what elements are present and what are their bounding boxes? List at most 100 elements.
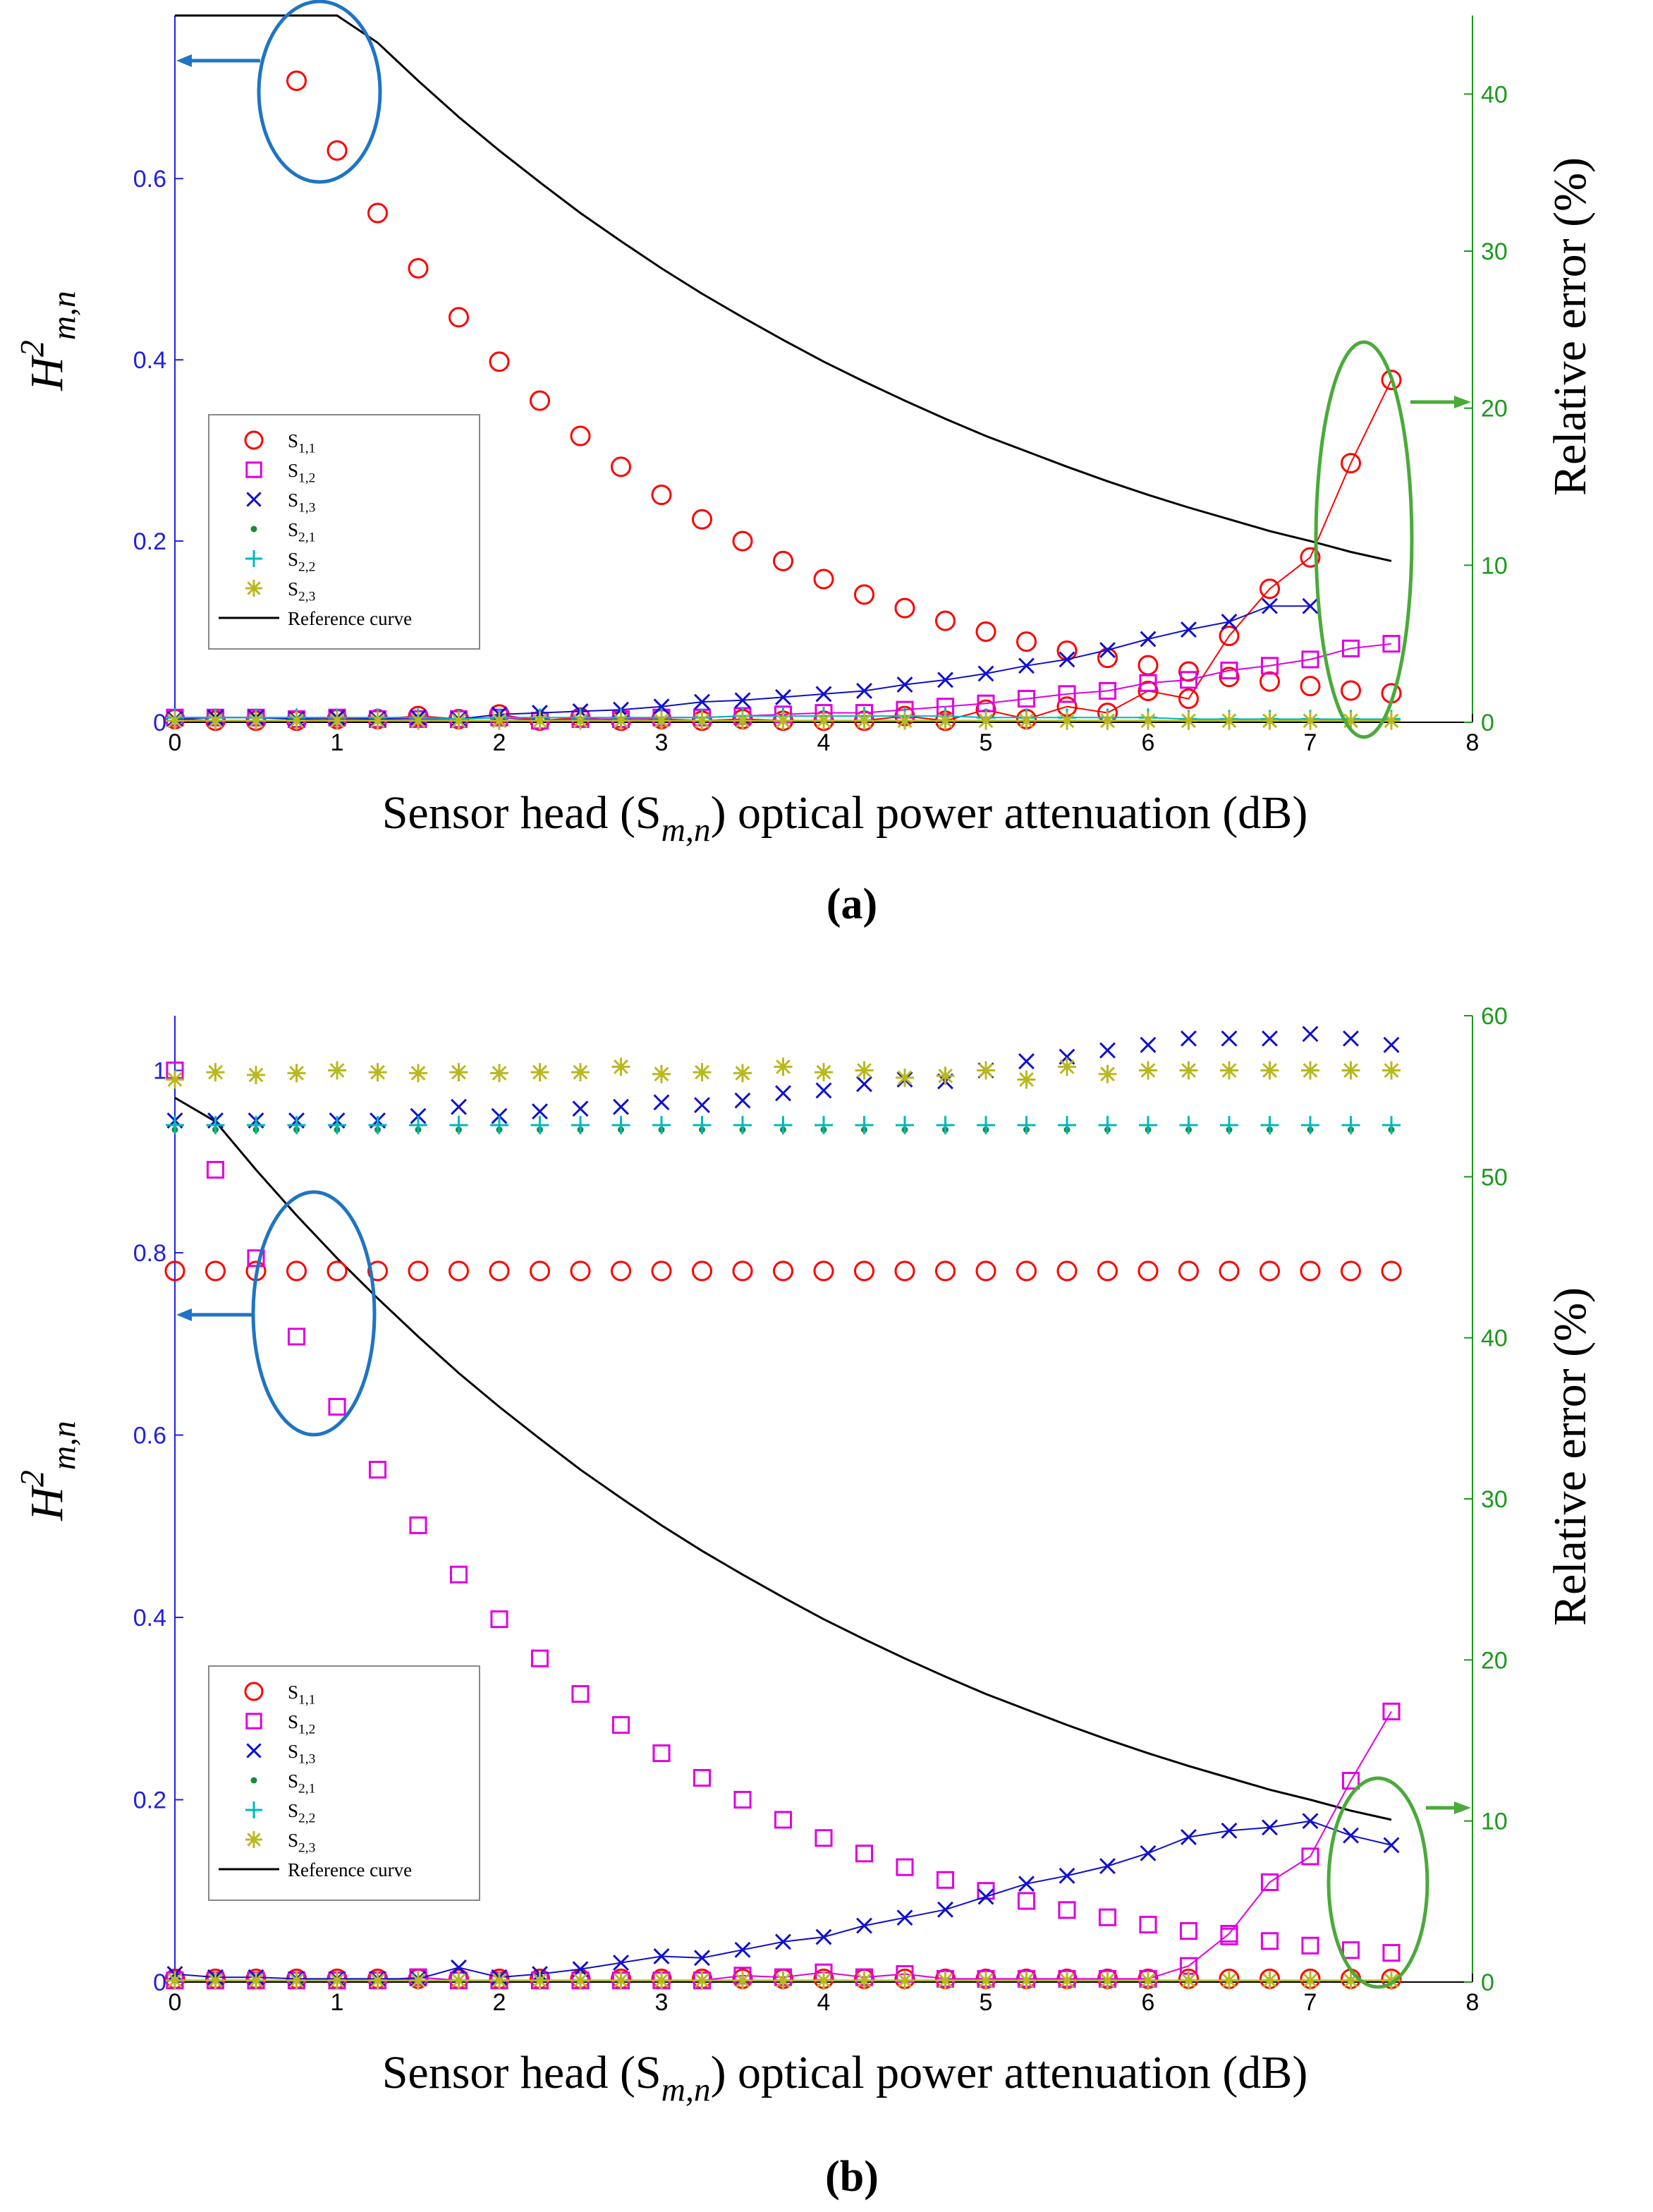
data-point bbox=[1301, 1116, 1319, 1135]
data-point bbox=[205, 1260, 226, 1282]
data-point bbox=[1179, 1971, 1198, 1990]
data-point bbox=[977, 1116, 995, 1135]
y-right-tick-label: 60 bbox=[1481, 1003, 1508, 1030]
data-point bbox=[856, 683, 872, 699]
data-point bbox=[977, 711, 995, 730]
series-s-2-3- bbox=[166, 1057, 1401, 1089]
data-point bbox=[894, 1260, 915, 1282]
data-point bbox=[1382, 1061, 1401, 1080]
y-left-tick-label: 0.4 bbox=[133, 347, 166, 374]
data-point bbox=[490, 1064, 508, 1083]
data-point bbox=[975, 621, 996, 643]
data-point bbox=[894, 597, 915, 619]
legend-marker bbox=[245, 1831, 262, 1848]
data-point bbox=[653, 698, 670, 715]
y-left-tick-label: 0.4 bbox=[133, 1605, 166, 1631]
series-s-1-1- bbox=[164, 1260, 1402, 1282]
data-point bbox=[287, 1116, 306, 1135]
data-point bbox=[1016, 631, 1037, 652]
x-tick-label: 4 bbox=[817, 729, 831, 756]
legend-marker bbox=[245, 1713, 262, 1730]
data-point bbox=[1221, 614, 1238, 630]
y-right-tick-label: 20 bbox=[1481, 396, 1508, 423]
data-point bbox=[1262, 1030, 1278, 1047]
data-point bbox=[1260, 1116, 1279, 1135]
data-point bbox=[166, 711, 184, 730]
reference-curve bbox=[175, 14, 1392, 562]
data-point bbox=[613, 1955, 629, 1971]
data-point bbox=[1301, 711, 1319, 730]
data-point bbox=[1381, 1260, 1402, 1282]
data-point bbox=[1341, 1971, 1360, 1990]
data-point bbox=[896, 1068, 914, 1087]
data-point bbox=[1059, 1867, 1075, 1884]
data-point bbox=[1300, 547, 1321, 568]
data-point bbox=[856, 1917, 872, 1934]
y-left-tick-label: 0 bbox=[153, 1969, 166, 1996]
series-s-1-1- bbox=[286, 70, 1402, 704]
legend-label: S1,1​ bbox=[288, 430, 315, 456]
data-point bbox=[734, 1941, 751, 1958]
data-point bbox=[896, 1116, 914, 1135]
data-point bbox=[1140, 1036, 1157, 1053]
data-point bbox=[936, 1066, 955, 1086]
legend-label: S2,3​ bbox=[288, 578, 315, 604]
data-point bbox=[734, 692, 751, 709]
data-point bbox=[287, 711, 306, 730]
x-tick-label: 8 bbox=[1466, 1989, 1480, 2016]
data-point bbox=[247, 711, 265, 730]
y-right-tick-label: 10 bbox=[1481, 552, 1508, 579]
data-point bbox=[1221, 1030, 1238, 1047]
data-point bbox=[1017, 1971, 1036, 1990]
series-s-2-2- bbox=[166, 1116, 1401, 1135]
data-point bbox=[1181, 1829, 1197, 1845]
data-point bbox=[206, 1971, 225, 1990]
data-point bbox=[1058, 711, 1076, 730]
annotation-ellipse-left bbox=[257, 0, 382, 184]
data-point bbox=[1058, 685, 1076, 703]
data-point bbox=[1301, 650, 1319, 669]
x-tick-label: 3 bbox=[655, 729, 669, 756]
y-right-tick-label: 0 bbox=[1481, 1969, 1494, 1996]
y-right-axis-title: Relative error (%) bbox=[1544, 1287, 1596, 1626]
data-point bbox=[815, 1082, 832, 1099]
data-point bbox=[732, 1260, 753, 1282]
data-point bbox=[530, 390, 550, 411]
y-left-tick-label: 0.6 bbox=[133, 1423, 166, 1450]
data-point bbox=[977, 665, 994, 682]
data-point bbox=[1140, 631, 1157, 648]
data-point bbox=[1098, 1971, 1117, 1990]
data-point bbox=[449, 1565, 468, 1584]
data-point bbox=[855, 711, 874, 730]
x-tick-label: 8 bbox=[1466, 729, 1480, 756]
y-left-tick-label: 1 bbox=[153, 1058, 166, 1085]
data-point bbox=[1219, 626, 1240, 647]
data-point bbox=[1016, 1260, 1037, 1282]
data-point bbox=[1382, 1971, 1401, 1990]
data-point bbox=[855, 1061, 874, 1080]
data-point bbox=[936, 1871, 955, 1889]
legend-label: S2,1​ bbox=[288, 1770, 315, 1797]
x-tick-label: 2 bbox=[493, 1989, 506, 2016]
chart-panel: 0 1 2 3 4 5 6 7 800.20.40.60.810102030405060Sens… bbox=[15, 1003, 1596, 2201]
legend-marker bbox=[244, 430, 264, 450]
data-point bbox=[692, 509, 712, 530]
data-point bbox=[1178, 1260, 1199, 1282]
data-point bbox=[1058, 1116, 1076, 1135]
data-point bbox=[247, 1116, 265, 1135]
data-point bbox=[693, 1063, 712, 1082]
legend-label: S1,3​ bbox=[288, 490, 315, 516]
data-point bbox=[247, 1971, 265, 1990]
data-point bbox=[1179, 1922, 1198, 1940]
legend-marker bbox=[244, 1682, 264, 1701]
data-point bbox=[611, 456, 631, 478]
data-point bbox=[774, 1971, 793, 1990]
data-point bbox=[1098, 681, 1117, 700]
data-point bbox=[1260, 1061, 1279, 1080]
data-point bbox=[733, 1116, 752, 1135]
data-point bbox=[734, 1092, 751, 1109]
y-left-tick-label: 0.2 bbox=[133, 1787, 166, 1814]
data-point bbox=[328, 1971, 346, 1990]
data-point bbox=[1341, 1116, 1360, 1135]
